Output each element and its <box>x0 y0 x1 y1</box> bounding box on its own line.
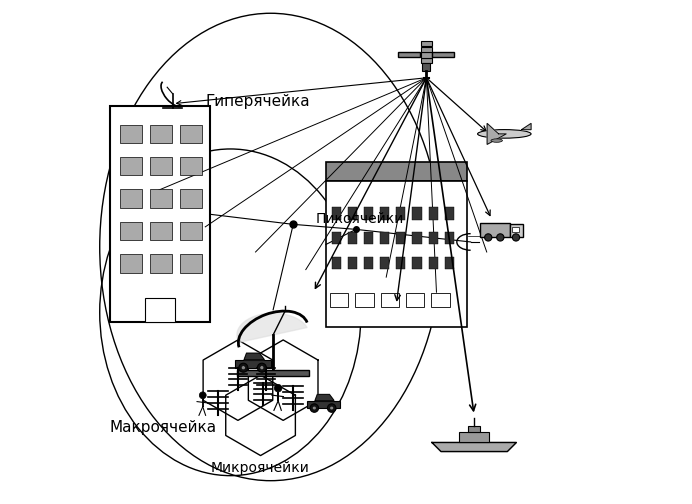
Bar <box>512 227 519 232</box>
Polygon shape <box>522 123 531 130</box>
Circle shape <box>497 234 504 241</box>
Bar <box>459 432 489 443</box>
Bar <box>412 232 421 244</box>
Bar <box>120 190 142 208</box>
Bar <box>406 292 424 307</box>
Circle shape <box>260 366 264 369</box>
Circle shape <box>242 366 245 369</box>
Bar <box>347 257 357 269</box>
Text: Микроячейки: Микроячейки <box>211 461 310 475</box>
Text: Макроячейка: Макроячейка <box>110 420 217 435</box>
Bar <box>180 255 202 273</box>
Bar <box>356 292 374 307</box>
Circle shape <box>327 404 336 412</box>
Bar <box>120 255 142 273</box>
Bar <box>347 207 357 220</box>
Text: Пикоячейки: Пикоячейки <box>316 212 404 226</box>
Bar <box>431 292 450 307</box>
Bar <box>428 232 438 244</box>
Bar <box>380 232 389 244</box>
Bar <box>428 207 438 220</box>
Bar <box>145 297 175 323</box>
Bar <box>150 157 172 175</box>
Bar <box>150 190 172 208</box>
Bar <box>150 222 172 240</box>
Circle shape <box>313 406 316 410</box>
Bar <box>326 161 466 181</box>
Bar <box>150 255 172 273</box>
Bar <box>397 232 406 244</box>
Text: Гиперячейка: Гиперячейка <box>206 94 310 109</box>
Bar <box>237 370 309 376</box>
Bar <box>445 207 454 220</box>
Circle shape <box>310 404 318 412</box>
Ellipse shape <box>477 130 531 138</box>
Polygon shape <box>487 123 507 144</box>
Circle shape <box>512 234 520 241</box>
Bar <box>330 292 348 307</box>
Bar <box>110 106 210 323</box>
Bar <box>398 52 420 57</box>
Polygon shape <box>237 313 307 342</box>
Ellipse shape <box>491 139 502 142</box>
Bar <box>331 257 340 269</box>
Bar <box>445 257 454 269</box>
Circle shape <box>257 363 266 372</box>
Bar <box>235 360 271 368</box>
Bar <box>331 207 340 220</box>
Bar <box>381 292 399 307</box>
Bar <box>364 207 373 220</box>
Polygon shape <box>315 395 334 401</box>
Circle shape <box>199 392 206 399</box>
Polygon shape <box>244 353 264 360</box>
Bar <box>364 257 373 269</box>
Bar <box>180 222 202 240</box>
Bar <box>421 58 432 64</box>
Bar <box>120 157 142 175</box>
Circle shape <box>274 385 282 392</box>
Bar <box>445 232 454 244</box>
Bar <box>380 207 389 220</box>
Bar <box>468 426 480 432</box>
Bar <box>412 207 421 220</box>
Bar <box>421 41 432 46</box>
Polygon shape <box>432 443 516 452</box>
Bar <box>412 257 421 269</box>
Bar <box>120 222 142 240</box>
Bar <box>511 224 523 237</box>
Bar <box>347 232 357 244</box>
Bar <box>331 232 340 244</box>
Bar <box>397 257 406 269</box>
Bar <box>397 207 406 220</box>
Bar <box>180 190 202 208</box>
Bar <box>380 257 389 269</box>
Bar <box>428 257 438 269</box>
Bar <box>180 124 202 143</box>
Circle shape <box>484 234 492 241</box>
Bar <box>421 52 432 57</box>
Bar <box>150 124 172 143</box>
Bar <box>432 52 455 57</box>
Circle shape <box>239 363 248 372</box>
Bar <box>180 157 202 175</box>
Bar <box>364 232 373 244</box>
Bar <box>120 124 142 143</box>
Bar <box>421 47 432 52</box>
Circle shape <box>330 406 334 410</box>
Bar <box>423 64 430 71</box>
Bar <box>307 401 340 408</box>
Bar <box>326 181 466 328</box>
Bar <box>480 223 511 237</box>
